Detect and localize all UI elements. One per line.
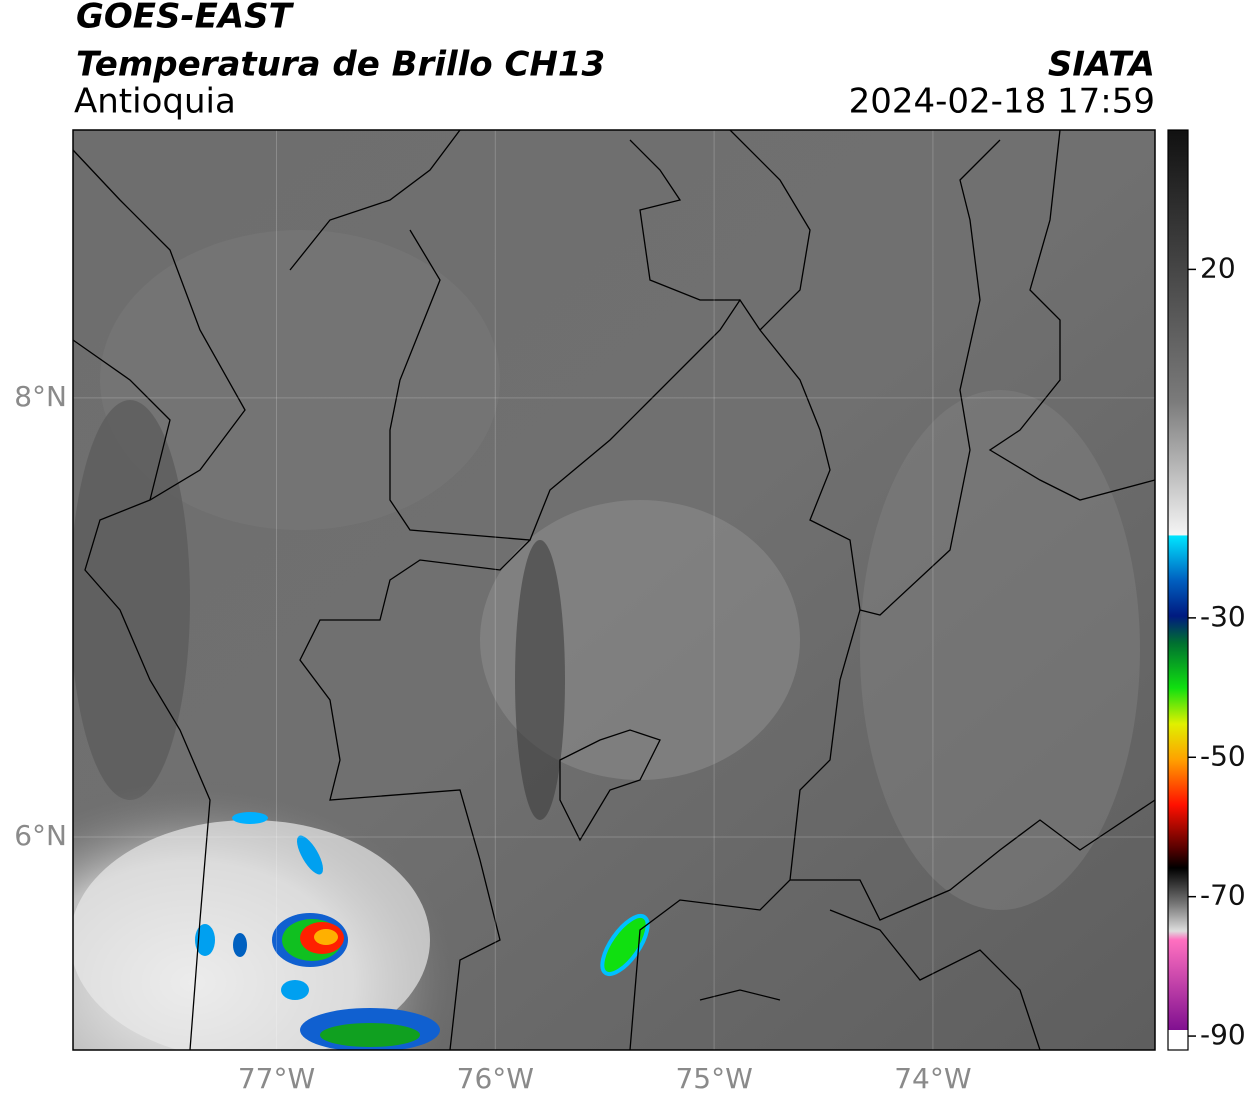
datetime: 2024-02-18 17:59: [849, 82, 1155, 122]
gridlines: [73, 130, 1155, 1050]
region: Antioquia: [74, 82, 236, 122]
colorbar-frame: [1167, 129, 1189, 1051]
y-tick-label: 6°N: [14, 819, 67, 852]
x-tick-label: 75°W: [675, 1062, 752, 1095]
subtitle: Temperatura de Brillo CH13: [76, 45, 605, 85]
colorbar-tick-label: -90: [1200, 1018, 1246, 1051]
title: GOES-EAST: [76, 0, 295, 37]
x-tick-label: 76°W: [457, 1062, 534, 1095]
colorbar-tick-label: -70: [1200, 879, 1246, 912]
x-tick-label: 74°W: [894, 1062, 971, 1095]
colorbar-tick-label: -50: [1200, 739, 1246, 772]
y-tick-label: 8°N: [14, 380, 67, 413]
satellite-image: [73, 130, 1155, 1050]
source: SIATA: [1048, 45, 1155, 85]
x-tick-label: 77°W: [238, 1062, 315, 1095]
colorbar-tick-label: 20: [1200, 251, 1236, 284]
colorbar-tick-label: -30: [1200, 600, 1246, 633]
map-frame: [72, 129, 1156, 1051]
colorbar: [1168, 130, 1188, 1030]
colorbar-extend: [1168, 1030, 1188, 1050]
